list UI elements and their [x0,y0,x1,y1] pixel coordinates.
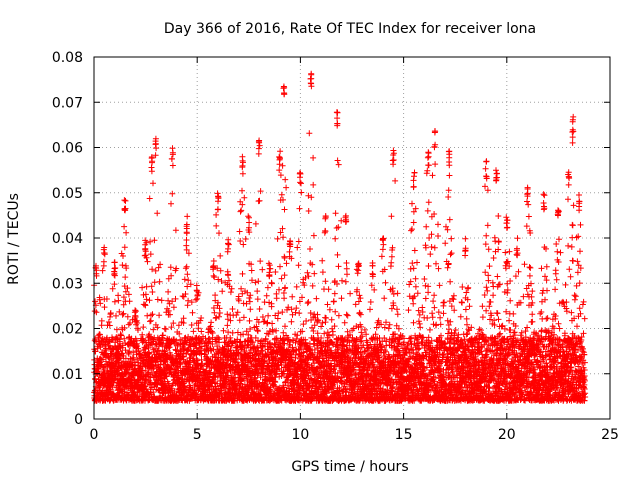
data-point [117,354,124,361]
data-point [115,292,122,299]
data-point [126,348,133,355]
data-point [121,324,128,331]
data-point [120,294,127,301]
data-point [113,326,120,333]
data-point [122,274,129,281]
data-point [120,310,127,317]
data-point [97,331,103,338]
data-point [114,335,121,342]
data-point [113,312,119,319]
data-point [107,310,114,316]
grid [94,57,610,419]
data-point [96,296,103,303]
data-point [97,300,104,307]
data-point [92,348,99,355]
data-point [109,383,116,389]
data-point [122,347,129,354]
data-points [91,70,589,404]
data-point [111,298,118,305]
data-point [126,298,133,305]
data-point [119,311,126,318]
data-point [118,332,125,339]
data-point [117,331,124,338]
data-point [99,267,106,274]
data-point [105,319,112,325]
data-point [123,229,130,236]
data-point [122,340,129,346]
data-point [103,296,110,302]
data-point [116,308,123,315]
data-point [120,253,126,259]
data-point [121,244,128,251]
data-point [125,291,132,298]
data-point [101,304,108,311]
data-point [106,322,113,329]
data-point [121,223,128,230]
data-point [120,301,127,308]
data-point [98,317,105,324]
data-point [92,298,99,305]
data-point [121,335,128,342]
data-point [104,367,111,374]
data-point [122,288,129,295]
data-point [129,362,136,369]
data-point [124,313,131,320]
data-point [123,265,130,272]
data-point [127,320,133,326]
data-point [111,281,118,288]
data-point [119,262,126,269]
data-point [109,285,116,292]
data-point [124,285,131,292]
data-point [115,297,122,304]
